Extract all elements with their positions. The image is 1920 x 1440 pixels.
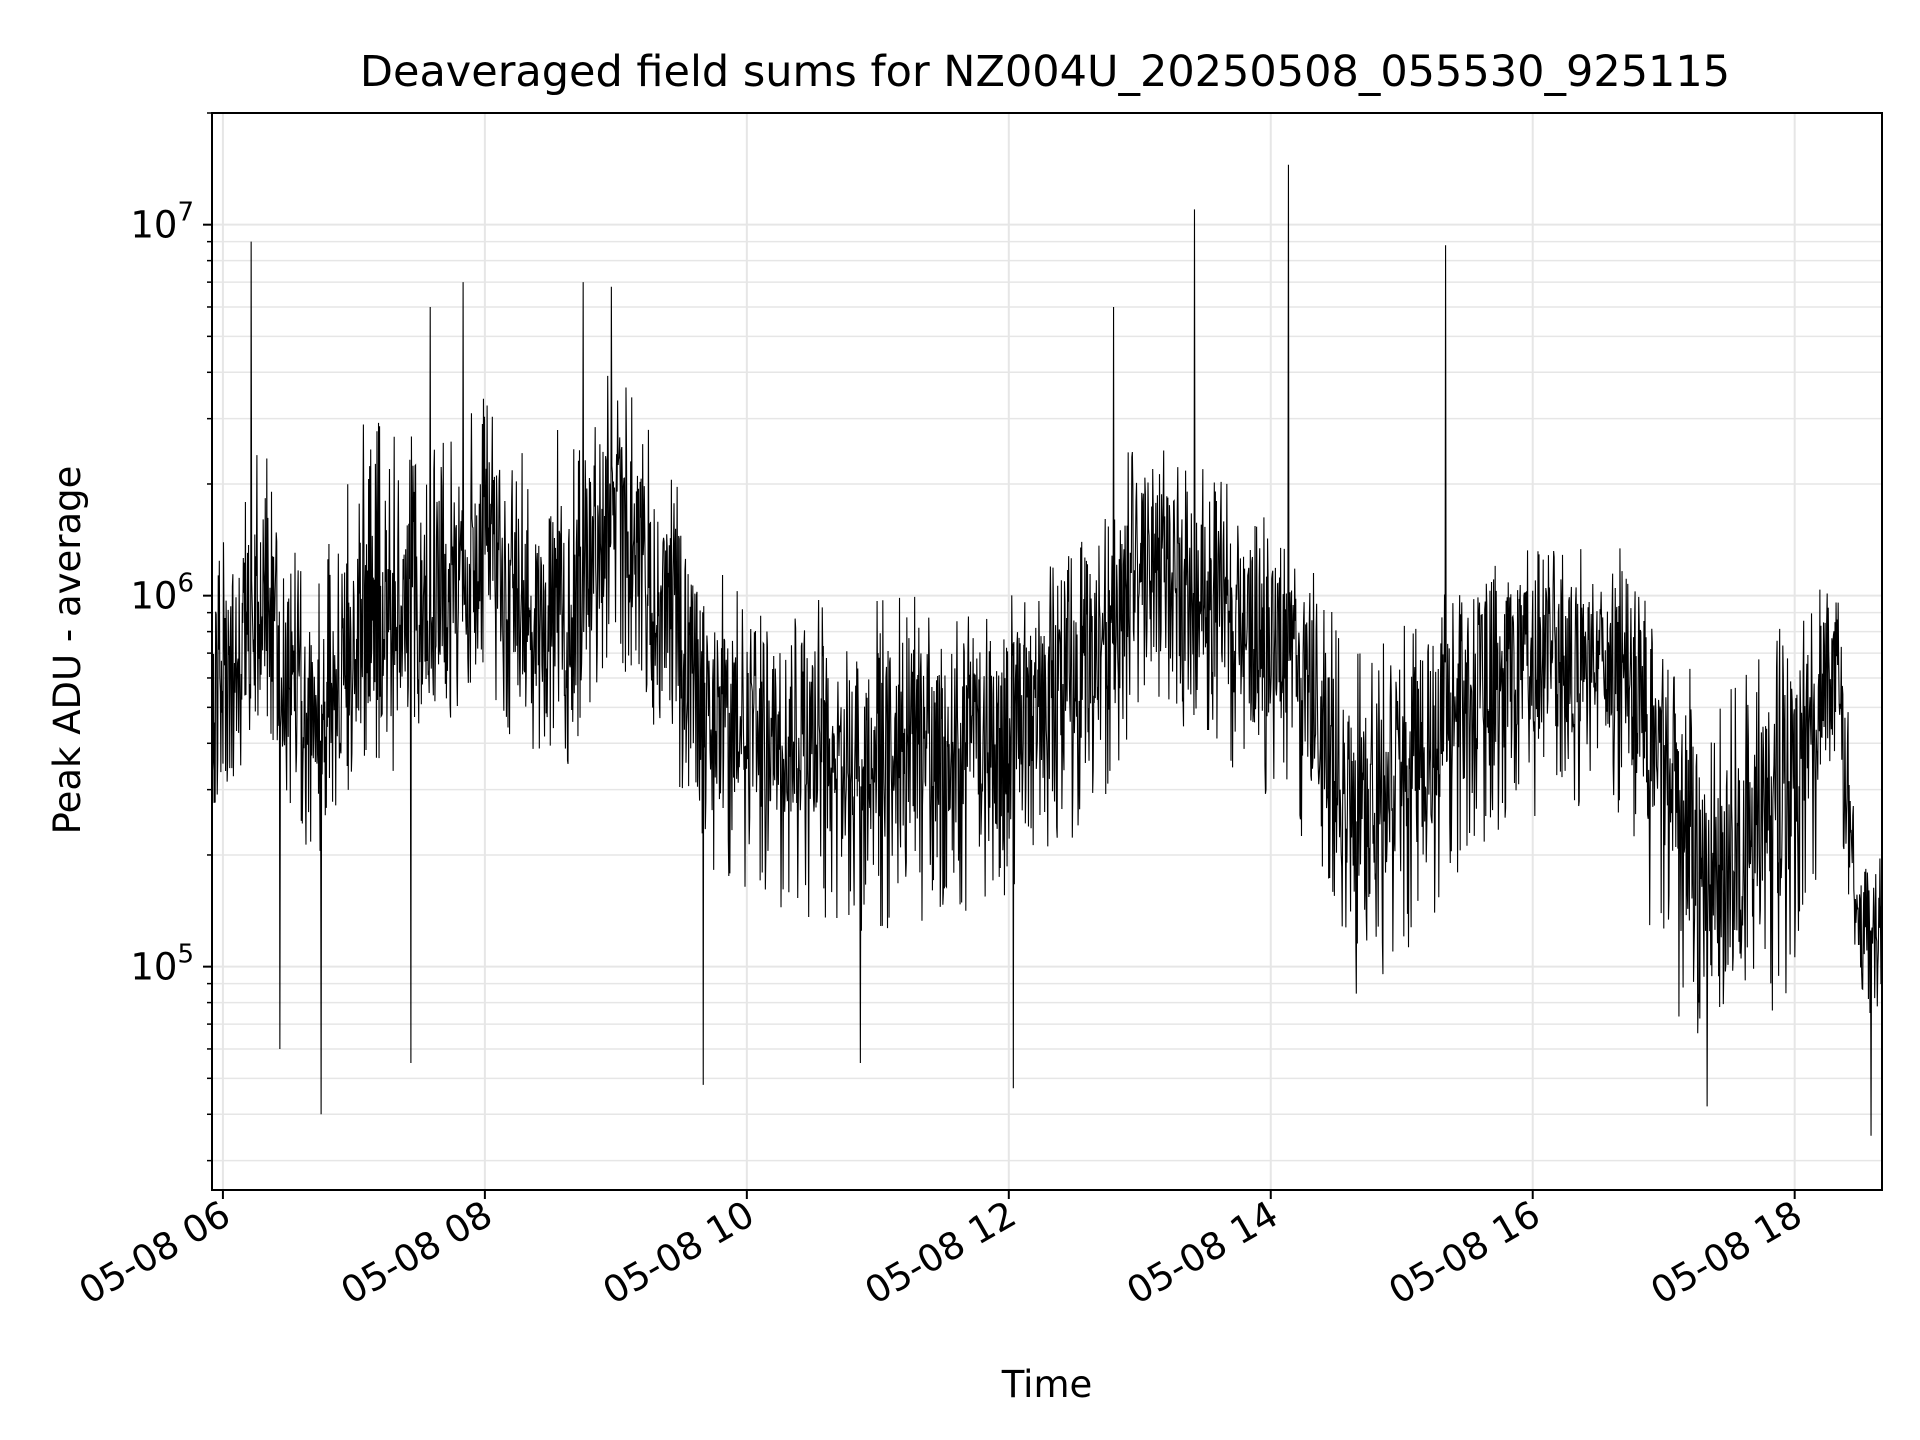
y-axis: 105 106 107 (130, 112, 212, 1162)
series-line (211, 164, 1883, 1136)
y-tick-label: 105 (130, 940, 194, 989)
y-tick-label: 106 (130, 569, 194, 618)
plot-frame (211, 112, 1883, 1191)
y-tick-label: 107 (130, 198, 194, 247)
chart-title: Deaveraged field sums for NZ004U_2025050… (360, 47, 1730, 97)
x-axis-label: Time (1001, 1363, 1093, 1406)
data-area (211, 164, 1883, 1136)
y-axis-label: Peak ADU - average (46, 466, 89, 835)
